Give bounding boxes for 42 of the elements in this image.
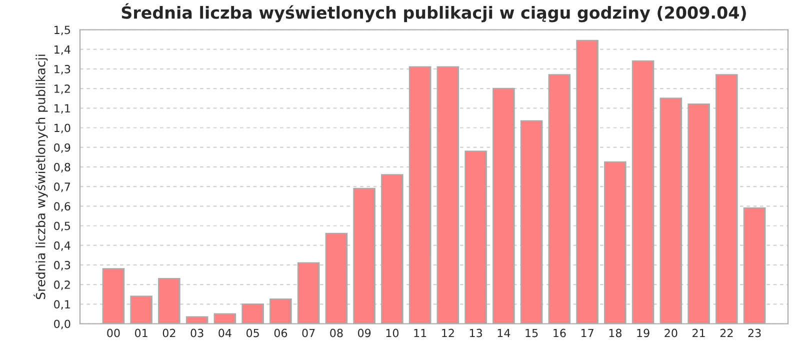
x-tick-label: 04	[218, 328, 232, 338]
y-tick-label: 0,5	[54, 222, 70, 232]
y-tick-label: 0,9	[54, 143, 70, 153]
x-tick-label: 21	[692, 328, 705, 338]
x-tick-label: 07	[302, 328, 315, 338]
x-tick-label: 00	[107, 328, 120, 338]
y-tick-label: 0,0	[54, 320, 70, 330]
x-tick-label: 06	[274, 328, 288, 338]
y-tick-label: 0,2	[54, 280, 70, 290]
x-tick-label: 12	[442, 328, 454, 338]
chart-title: Średnia liczba wyświetlonych publikacji w ciągu godziny (2009.04)	[122, 3, 746, 22]
y-tick-label: 0,8	[54, 162, 70, 172]
y-tick-label: 0,6	[54, 202, 70, 212]
x-tick-label: 20	[664, 328, 678, 338]
x-tick-label: 03	[190, 328, 204, 338]
x-tick-label: 01	[134, 328, 148, 338]
x-tick-label: 10	[386, 328, 399, 338]
x-tick-label: 15	[526, 328, 538, 338]
x-tick-label: 11	[414, 328, 426, 338]
y-tick-label: 1,2	[54, 84, 70, 94]
x-tick-label: 08	[330, 328, 343, 338]
x-tick-label: 17	[581, 328, 594, 338]
y-tick-label: 0,1	[54, 300, 70, 310]
y-tick-label: 0,4	[54, 241, 70, 251]
y-tick-label: 1,5	[54, 26, 70, 36]
y-tick-label: 1,0	[54, 124, 70, 134]
y-tick-label: 0,3	[54, 260, 70, 270]
x-tick-label: 05	[246, 328, 259, 338]
y-tick-label: 1,4	[54, 45, 70, 55]
y-tick-label: 1,1	[54, 104, 70, 114]
x-tick-label: 23	[748, 328, 761, 338]
x-tick-label: 22	[720, 328, 733, 338]
y-tick-label: 1,3	[54, 64, 70, 74]
x-tick-label: 14	[498, 328, 510, 338]
x-tick-label: 16	[554, 328, 566, 338]
y-tick-label: 0,7	[54, 182, 70, 192]
x-tick-label: 13	[470, 328, 482, 338]
x-tick-label: 02	[162, 328, 176, 338]
y-axis-title: Średnia liczba wyświetlonych publikacji	[34, 54, 48, 300]
x-tick-label: 18	[609, 328, 622, 338]
x-tick-label: 09	[358, 328, 371, 338]
x-tick-label: 19	[637, 328, 650, 338]
